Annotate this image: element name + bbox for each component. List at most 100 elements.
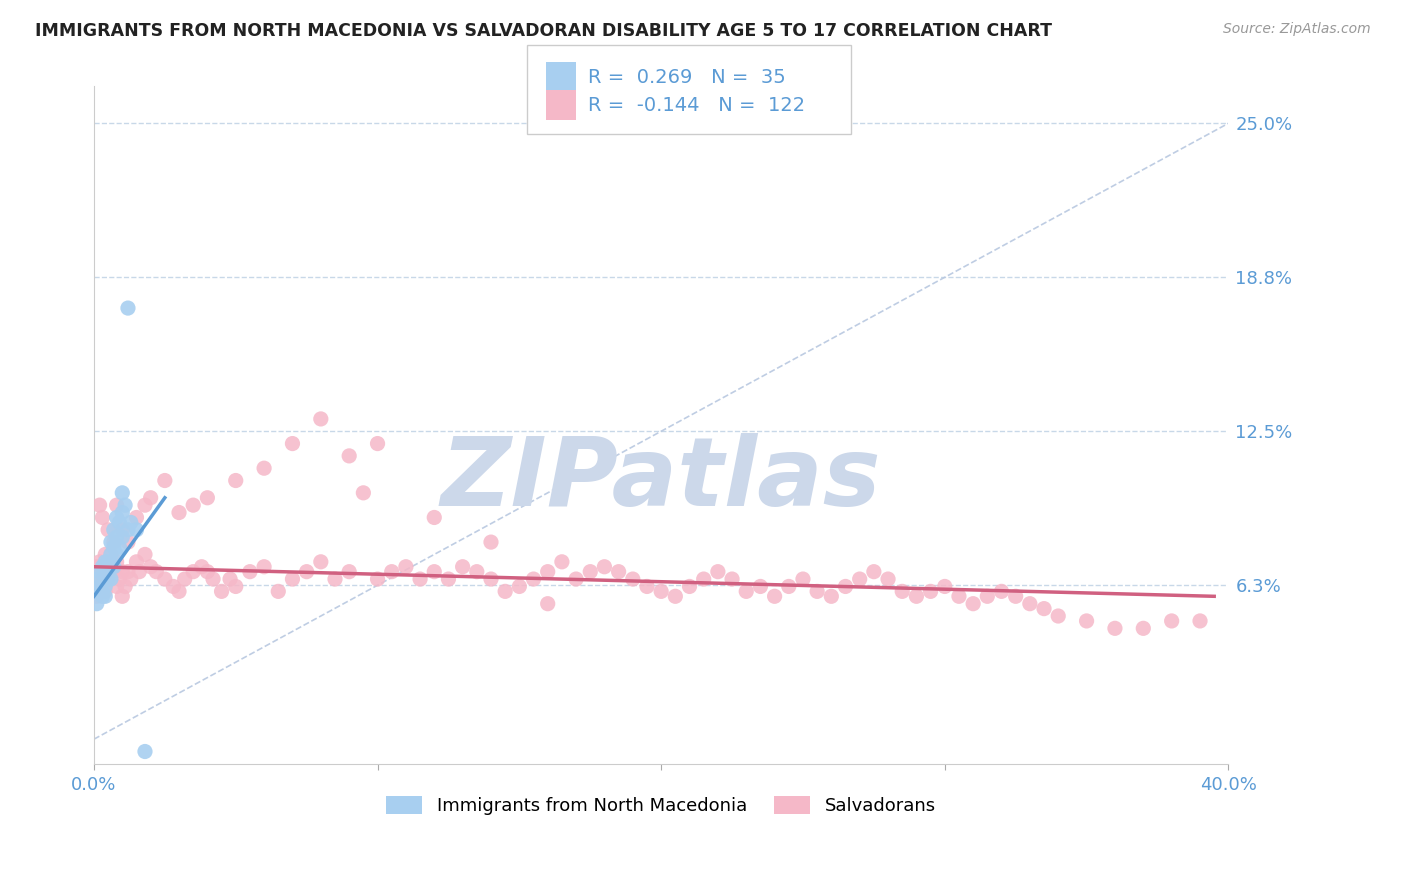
Point bbox=[111, 590, 134, 604]
Point bbox=[103, 523, 125, 537]
Point bbox=[86, 572, 108, 586]
Point bbox=[295, 565, 318, 579]
Point bbox=[707, 565, 730, 579]
Point bbox=[1004, 590, 1026, 604]
Point bbox=[105, 510, 128, 524]
Text: R =  0.269   N =  35: R = 0.269 N = 35 bbox=[588, 68, 786, 87]
Point bbox=[100, 548, 122, 562]
Point bbox=[111, 530, 134, 544]
Point bbox=[920, 584, 942, 599]
Point bbox=[579, 565, 602, 579]
Point bbox=[239, 565, 262, 579]
Point bbox=[105, 555, 128, 569]
Point bbox=[181, 565, 204, 579]
Point bbox=[117, 535, 139, 549]
Point bbox=[309, 412, 332, 426]
Point bbox=[97, 572, 120, 586]
Text: IMMIGRANTS FROM NORTH MACEDONIA VS SALVADORAN DISABILITY AGE 5 TO 17 CORRELATION: IMMIGRANTS FROM NORTH MACEDONIA VS SALVA… bbox=[35, 22, 1052, 40]
Point bbox=[607, 565, 630, 579]
Point bbox=[749, 579, 772, 593]
Point bbox=[537, 565, 560, 579]
Point bbox=[103, 535, 125, 549]
Point bbox=[89, 498, 111, 512]
Point bbox=[834, 579, 856, 593]
Point bbox=[86, 590, 108, 604]
Point bbox=[89, 579, 111, 593]
Point bbox=[103, 540, 125, 554]
Point bbox=[1018, 597, 1040, 611]
Point bbox=[479, 535, 502, 549]
Point bbox=[537, 597, 560, 611]
Point bbox=[153, 572, 176, 586]
Point bbox=[678, 579, 700, 593]
Point bbox=[905, 590, 928, 604]
Point bbox=[211, 584, 233, 599]
Point bbox=[97, 555, 120, 569]
Point bbox=[181, 498, 204, 512]
Point bbox=[202, 572, 225, 586]
Point bbox=[195, 491, 218, 505]
Point bbox=[1132, 621, 1154, 635]
Point bbox=[134, 498, 156, 512]
Point bbox=[114, 498, 136, 512]
Point bbox=[111, 506, 134, 520]
Point bbox=[167, 506, 190, 520]
Point bbox=[145, 565, 167, 579]
Point bbox=[111, 523, 134, 537]
Point bbox=[352, 486, 374, 500]
Point bbox=[94, 584, 117, 599]
Point bbox=[94, 555, 117, 569]
Point bbox=[692, 572, 714, 586]
Point bbox=[111, 486, 134, 500]
Point bbox=[877, 572, 900, 586]
Point bbox=[120, 572, 142, 586]
Point bbox=[120, 516, 142, 530]
Point bbox=[551, 555, 574, 569]
Point bbox=[125, 523, 148, 537]
Point bbox=[735, 584, 758, 599]
Point bbox=[139, 559, 162, 574]
Point bbox=[86, 559, 108, 574]
Point bbox=[117, 523, 139, 537]
Point bbox=[253, 461, 276, 475]
Point bbox=[128, 565, 150, 579]
Point bbox=[105, 498, 128, 512]
Point bbox=[91, 590, 114, 604]
Point bbox=[863, 565, 886, 579]
Point bbox=[381, 565, 404, 579]
Point bbox=[225, 579, 247, 593]
Point bbox=[778, 579, 800, 593]
Point bbox=[323, 572, 346, 586]
Point bbox=[522, 572, 544, 586]
Legend: Immigrants from North Macedonia, Salvadorans: Immigrants from North Macedonia, Salvado… bbox=[380, 789, 943, 822]
Point bbox=[664, 590, 686, 604]
Point bbox=[103, 559, 125, 574]
Point bbox=[100, 548, 122, 562]
Point bbox=[990, 584, 1012, 599]
Point bbox=[253, 559, 276, 574]
Point bbox=[114, 579, 136, 593]
Point bbox=[105, 548, 128, 562]
Point bbox=[792, 572, 814, 586]
Point bbox=[593, 559, 616, 574]
Point bbox=[891, 584, 914, 599]
Point bbox=[281, 572, 304, 586]
Point bbox=[423, 565, 446, 579]
Point bbox=[139, 491, 162, 505]
Point bbox=[437, 572, 460, 586]
Point bbox=[162, 579, 184, 593]
Point bbox=[89, 565, 111, 579]
Point bbox=[195, 565, 218, 579]
Point bbox=[103, 565, 125, 579]
Point bbox=[108, 540, 131, 554]
Point bbox=[108, 516, 131, 530]
Text: ZIPatlas: ZIPatlas bbox=[441, 433, 882, 525]
Point bbox=[721, 572, 744, 586]
Point bbox=[423, 510, 446, 524]
Point bbox=[134, 548, 156, 562]
Point bbox=[948, 590, 970, 604]
Point bbox=[976, 590, 998, 604]
Point bbox=[111, 565, 134, 579]
Point bbox=[91, 559, 114, 574]
Point bbox=[367, 436, 389, 450]
